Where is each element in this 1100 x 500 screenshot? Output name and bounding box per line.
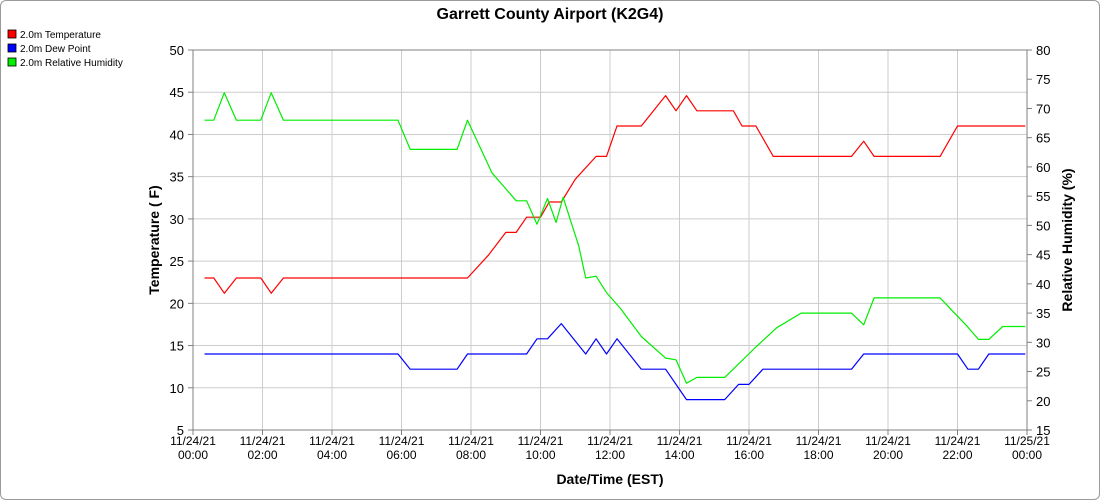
x-tick-time-label: 16:00 bbox=[734, 448, 764, 462]
y-tick-label: 30 bbox=[170, 212, 184, 227]
series-lines bbox=[204, 92, 1026, 401]
y-axis-left-ticks: 5 10 15 20 25 30 35 40 45 50 bbox=[170, 43, 193, 438]
x-tick-date-label: 11/24/21 bbox=[587, 434, 633, 448]
x-tick-time-label: 18:00 bbox=[803, 448, 833, 462]
chart-title: Garrett County Airport (K2G4) bbox=[437, 6, 664, 23]
x-tick-time-label: 00:00 bbox=[178, 448, 208, 462]
x-tick-date-label: 11/24/21 bbox=[726, 434, 772, 448]
y-axis-right-title: Relative Humidity (%) bbox=[1059, 168, 1075, 311]
x-tick-date-label: 11/24/21 bbox=[309, 434, 355, 448]
y2-tick-label: 70 bbox=[1036, 101, 1050, 116]
x-tick-time-label: 22:00 bbox=[942, 448, 972, 462]
x-tick-time-label: 06:00 bbox=[386, 448, 416, 462]
y2-tick-label: 20 bbox=[1036, 394, 1050, 409]
y-tick-label: 25 bbox=[170, 254, 184, 269]
y2-tick-label: 50 bbox=[1036, 218, 1050, 233]
y-tick-label: 40 bbox=[170, 127, 184, 142]
x-tick-date-label: 11/24/21 bbox=[796, 434, 842, 448]
legend-label: 2.0m Relative Humidity bbox=[20, 58, 123, 69]
x-tick-date-label: 11/25/21 bbox=[1004, 434, 1050, 448]
x-tick-time-label: 04:00 bbox=[317, 448, 347, 462]
y-axis-left-title: Temperature ( F) bbox=[146, 185, 162, 294]
y2-tick-label: 60 bbox=[1036, 160, 1050, 175]
x-axis-ticks: 11/24/2100:0011/24/2102:0011/24/2104:001… bbox=[170, 430, 1050, 462]
x-tick-date-label: 11/24/21 bbox=[448, 434, 494, 448]
y-tick-label: 10 bbox=[170, 381, 184, 396]
x-tick-date-label: 11/24/21 bbox=[518, 434, 564, 448]
y-tick-label: 15 bbox=[170, 339, 184, 354]
y2-tick-label: 40 bbox=[1036, 277, 1050, 292]
x-tick-date-label: 11/24/21 bbox=[379, 434, 425, 448]
series-line-1 bbox=[204, 94, 1026, 294]
y2-tick-label: 45 bbox=[1036, 248, 1050, 263]
y2-tick-label: 80 bbox=[1036, 43, 1050, 58]
legend-swatch bbox=[7, 29, 17, 39]
x-tick-date-label: 11/24/21 bbox=[240, 434, 286, 448]
x-tick-time-label: 10:00 bbox=[525, 448, 555, 462]
x-tick-date-label: 11/24/21 bbox=[935, 434, 981, 448]
y2-tick-label: 35 bbox=[1036, 306, 1050, 321]
y-tick-label: 45 bbox=[170, 85, 184, 100]
y2-tick-label: 15 bbox=[1036, 423, 1050, 438]
y2-tick-label: 75 bbox=[1036, 72, 1050, 87]
x-tick-time-label: 20:00 bbox=[873, 448, 903, 462]
legend-label: 2.0m Temperature bbox=[20, 30, 101, 41]
x-tick-time-label: 00:00 bbox=[1012, 448, 1042, 462]
y2-tick-label: 30 bbox=[1036, 335, 1050, 350]
y-axis-right-ticks: 15 20 25 30 35 40 45 50 55 60 65 70 75 80 bbox=[1027, 43, 1050, 438]
grid-lines bbox=[192, 49, 1028, 431]
y-tick-label: 20 bbox=[170, 296, 184, 311]
y2-tick-label: 55 bbox=[1036, 189, 1050, 204]
y-tick-label: 35 bbox=[170, 170, 184, 185]
x-tick-date-label: 11/24/21 bbox=[865, 434, 911, 448]
series-line-3 bbox=[204, 92, 1026, 384]
legend-swatch bbox=[7, 43, 17, 53]
x-tick-date-label: 11/24/21 bbox=[657, 434, 703, 448]
x-tick-time-label: 02:00 bbox=[247, 448, 277, 462]
legend: 2.0m Temperature 2.0m Dew Point 2.0m Relat… bbox=[7, 29, 123, 69]
y2-tick-label: 25 bbox=[1036, 365, 1050, 380]
legend-swatch bbox=[7, 57, 17, 67]
x-tick-time-label: 14:00 bbox=[664, 448, 694, 462]
y-tick-label: 5 bbox=[177, 423, 184, 438]
legend-label: 2.0m Dew Point bbox=[20, 44, 91, 55]
series-line-2 bbox=[204, 323, 1026, 401]
x-tick-time-label: 12:00 bbox=[595, 448, 625, 462]
x-axis-title: Date/Time (EST) bbox=[556, 471, 663, 487]
y-tick-label: 50 bbox=[170, 43, 184, 58]
y2-tick-label: 65 bbox=[1036, 131, 1050, 146]
x-tick-date-label: 11/24/21 bbox=[170, 434, 216, 448]
x-tick-time-label: 08:00 bbox=[456, 448, 486, 462]
